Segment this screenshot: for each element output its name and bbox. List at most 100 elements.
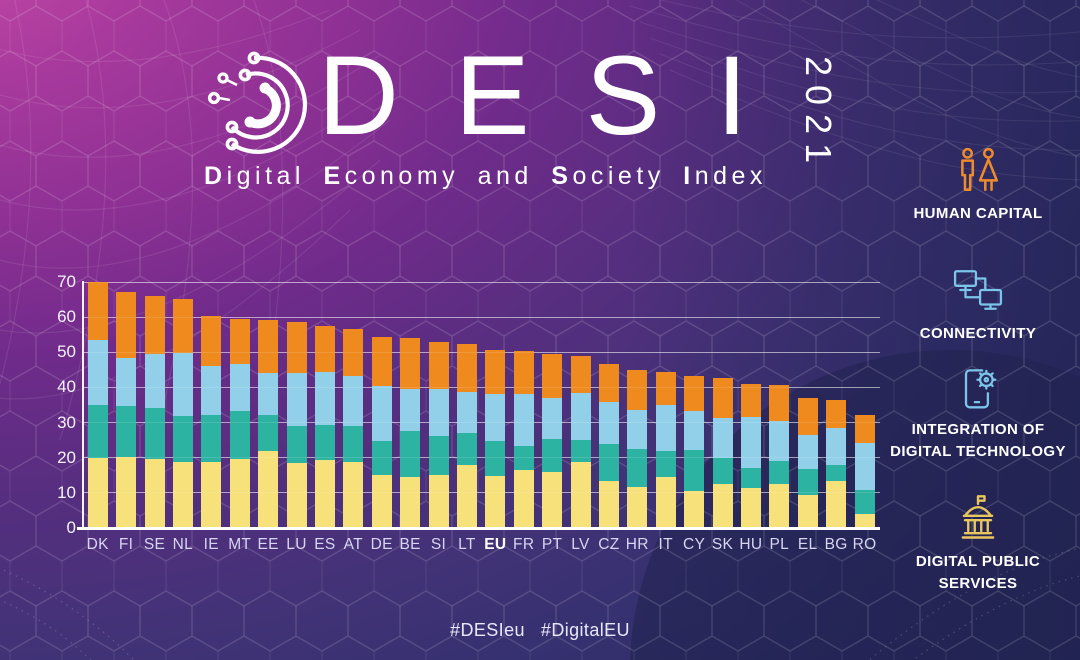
- bar-ee: [258, 320, 279, 528]
- bar-segment-human-capital: [229, 459, 250, 528]
- bar-nl: [172, 299, 193, 528]
- bar-segment-connectivity: [172, 416, 193, 463]
- x-label-be: BE: [399, 536, 421, 553]
- bar-segment-human-capital: [286, 462, 307, 528]
- bar-segment-connectivity: [87, 405, 108, 458]
- bar-segment-human-capital: [428, 474, 449, 528]
- x-label-cz: CZ: [598, 536, 620, 553]
- bar-segment-integration-of-digital-technology: [172, 353, 193, 417]
- bar-segment-connectivity: [598, 443, 619, 481]
- x-label-lv: LV: [571, 536, 590, 553]
- bar-segment-integration-of-digital-technology: [712, 417, 733, 458]
- human-capital-icon: [961, 147, 998, 191]
- x-axis-line: [77, 527, 880, 530]
- x-label-at: AT: [343, 536, 363, 553]
- hashtag-desieu: #DESIeu: [450, 620, 525, 640]
- bar-segment-integration-of-digital-technology: [456, 392, 477, 433]
- x-label-si: SI: [430, 536, 447, 553]
- bar-segment-connectivity: [371, 441, 392, 475]
- bar-segment-connectivity: [513, 446, 534, 470]
- x-label-pt: PT: [541, 536, 563, 553]
- y-axis-labels: 0 10 20 30 40 50 60 70: [26, 272, 76, 537]
- legend-item-human-capital: HUMAN CAPITAL: [880, 146, 1076, 225]
- bar-segment-integration-of-digital-technology: [485, 394, 506, 442]
- bar-sk: [712, 378, 733, 528]
- legend-item-integration-of-digital-technology: INTEGRATION OF DIGITAL TECHNOLOGY: [880, 362, 1076, 463]
- bar-segment-digital-public-services: [769, 385, 790, 421]
- bar-segment-connectivity: [826, 465, 847, 482]
- bar-segment-connectivity: [769, 461, 790, 485]
- bar-segment-integration-of-digital-technology: [400, 388, 421, 432]
- bar-cz: [598, 363, 619, 528]
- y-tick-label-30: 30: [57, 412, 76, 432]
- subtitle-text: igital: [226, 162, 324, 190]
- bar-segment-human-capital: [258, 450, 279, 528]
- bar-segment-human-capital: [655, 476, 676, 528]
- bar-segment-integration-of-digital-technology: [570, 393, 591, 441]
- bar-segment-digital-public-services: [229, 319, 250, 364]
- bar-segment-connectivity: [144, 407, 165, 459]
- bar-segment-connectivity: [684, 450, 705, 491]
- x-label-lt: LT: [458, 536, 476, 553]
- bar-segment-connectivity: [201, 414, 222, 462]
- bar-segment-integration-of-digital-technology: [740, 416, 761, 468]
- bar-segment-human-capital: [87, 457, 108, 528]
- page-subtitle: Digital Economy and Society Index: [204, 162, 804, 191]
- subtitle-text: D: [204, 162, 227, 190]
- y-tick-label-0: 0: [66, 518, 76, 537]
- bar-segment-integration-of-digital-technology: [229, 363, 250, 412]
- bar-segment-connectivity: [542, 439, 563, 473]
- bar-segment-connectivity: [655, 450, 676, 477]
- gridline-overlay-70: [84, 281, 880, 283]
- bar-segment-digital-public-services: [740, 383, 761, 417]
- bar-pl: [769, 385, 790, 528]
- bar-segment-digital-public-services: [456, 344, 477, 393]
- bar-segment-connectivity: [314, 425, 335, 461]
- bar-segment-connectivity: [428, 436, 449, 475]
- bar-it: [655, 371, 676, 528]
- bar-segment-integration-of-digital-technology: [598, 401, 619, 444]
- bar-segment-human-capital: [570, 461, 591, 528]
- bar-segment-digital-public-services: [684, 375, 705, 411]
- bar-segment-digital-public-services: [826, 400, 847, 429]
- bar-segment-human-capital: [854, 513, 875, 528]
- desi-logo: [192, 48, 322, 168]
- x-label-hr: HR: [625, 536, 649, 553]
- bar-segment-human-capital: [797, 495, 818, 528]
- bar-cy: [684, 375, 705, 528]
- bar-segment-connectivity: [456, 432, 477, 466]
- bar-segment-digital-public-services: [797, 398, 818, 435]
- bar-segment-connectivity: [400, 431, 421, 478]
- x-label-lu: LU: [286, 536, 307, 553]
- bar-segment-digital-public-services: [627, 369, 648, 410]
- bar-segment-digital-public-services: [570, 355, 591, 394]
- x-label-it: IT: [658, 536, 673, 553]
- x-label-es: ES: [314, 536, 336, 553]
- plot-area: [77, 281, 880, 530]
- x-label-de: DE: [370, 536, 393, 553]
- bar-segment-digital-public-services: [854, 415, 875, 443]
- bar-segment-human-capital: [513, 469, 534, 528]
- subtitle-text: E: [323, 162, 345, 190]
- x-label-ie: IE: [203, 536, 219, 553]
- bar-segment-digital-public-services: [116, 292, 137, 358]
- y-tick-label-10: 10: [57, 482, 76, 502]
- x-label-sk: SK: [711, 536, 734, 553]
- bar-segment-digital-public-services: [314, 326, 335, 372]
- bar-segment-human-capital: [769, 484, 790, 528]
- bar-segment-integration-of-digital-technology: [371, 386, 392, 442]
- bar-segment-digital-public-services: [598, 363, 619, 402]
- bar-segment-human-capital: [314, 460, 335, 528]
- bar-ro: [854, 415, 875, 528]
- x-label-nl: NL: [172, 536, 194, 553]
- bar-segment-digital-public-services: [485, 349, 506, 395]
- bar-segment-connectivity: [258, 414, 279, 451]
- bar-bg: [826, 400, 847, 528]
- bar-segment-human-capital: [826, 481, 847, 528]
- bar-segment-human-capital: [400, 477, 421, 528]
- bar-hu: [740, 383, 761, 528]
- bar-segment-integration-of-digital-technology: [286, 373, 307, 426]
- y-tick-label-40: 40: [57, 377, 76, 397]
- x-label-ro: RO: [852, 536, 877, 553]
